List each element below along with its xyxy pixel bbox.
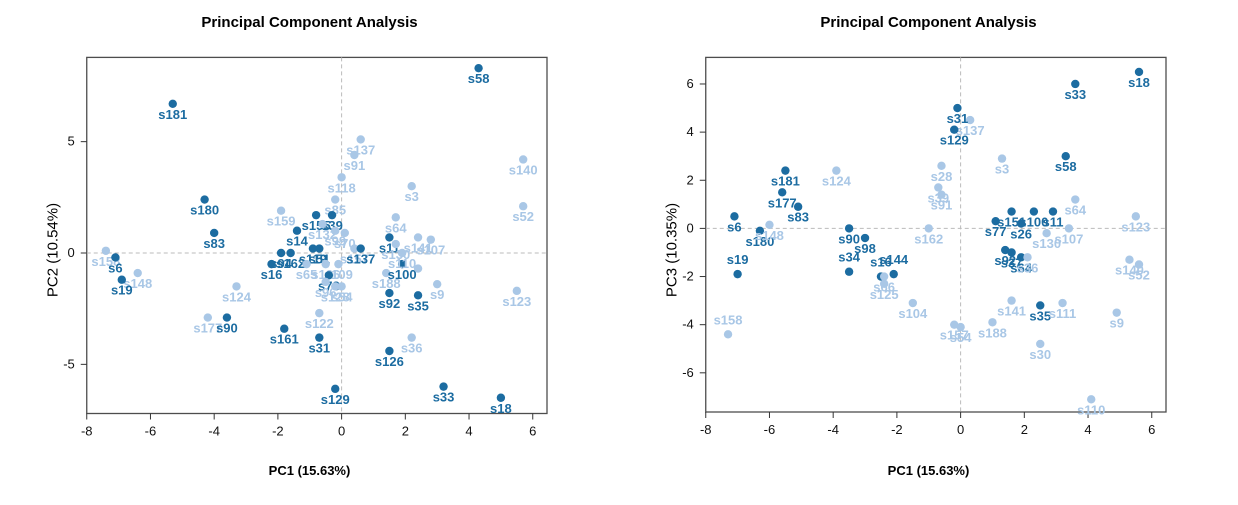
svg-text:6: 6	[529, 424, 536, 439]
svg-text:-6: -6	[145, 424, 157, 439]
svg-text:s18: s18	[1128, 75, 1150, 90]
svg-text:s64: s64	[1064, 203, 1086, 218]
svg-text:s123: s123	[1121, 219, 1150, 234]
svg-text:-2: -2	[272, 424, 284, 439]
svg-text:s181: s181	[771, 174, 800, 189]
svg-text:s9: s9	[1109, 316, 1123, 331]
svg-text:s18: s18	[490, 401, 512, 416]
svg-text:s31: s31	[947, 111, 969, 126]
svg-text:s14: s14	[286, 234, 308, 249]
svg-text:s110: s110	[388, 256, 416, 271]
svg-text:6: 6	[1148, 422, 1155, 437]
svg-text:-2: -2	[891, 422, 903, 437]
svg-text:4: 4	[687, 124, 694, 139]
svg-text:s31: s31	[308, 341, 330, 356]
svg-text:0: 0	[338, 424, 345, 439]
svg-text:s161: s161	[270, 332, 299, 347]
svg-text:s83: s83	[203, 236, 225, 251]
svg-text:s159: s159	[267, 214, 296, 229]
svg-text:2: 2	[687, 172, 694, 187]
svg-text:s144: s144	[879, 252, 909, 267]
svg-text:s36: s36	[1017, 260, 1039, 275]
svg-text:s140: s140	[509, 162, 538, 177]
svg-text:0: 0	[687, 220, 694, 235]
svg-text:s35: s35	[407, 298, 429, 313]
svg-text:s33: s33	[1064, 87, 1086, 102]
svg-text:s58: s58	[1055, 159, 1077, 174]
svg-text:s162: s162	[914, 231, 943, 246]
svg-text:s64: s64	[385, 220, 407, 235]
svg-text:s124: s124	[222, 289, 252, 304]
svg-text:-6: -6	[764, 422, 776, 437]
svg-text:s54: s54	[950, 330, 972, 345]
svg-text:2: 2	[1021, 422, 1028, 437]
svg-text:-4: -4	[208, 424, 220, 439]
svg-text:s129: s129	[321, 392, 350, 407]
svg-text:s52: s52	[1128, 268, 1150, 283]
svg-text:s6: s6	[108, 260, 122, 275]
svg-text:4: 4	[1084, 422, 1091, 437]
svg-text:6: 6	[687, 76, 694, 91]
svg-text:-4: -4	[827, 422, 839, 437]
svg-text:s19: s19	[111, 283, 133, 298]
svg-text:s129: s129	[940, 133, 969, 148]
svg-text:s83: s83	[787, 210, 809, 225]
svg-text:s77: s77	[985, 224, 1007, 239]
svg-text:0: 0	[68, 245, 75, 260]
svg-text:-8: -8	[81, 424, 93, 439]
svg-text:-5: -5	[63, 356, 75, 371]
svg-text:s30: s30	[1029, 347, 1051, 362]
svg-text:s141: s141	[997, 304, 1026, 319]
svg-text:s158: s158	[714, 312, 743, 327]
svg-text:s111: s111	[1049, 306, 1077, 321]
svg-text:s33: s33	[433, 390, 455, 405]
svg-text:s9: s9	[430, 287, 444, 302]
svg-text:s125: s125	[870, 287, 899, 302]
svg-text:s28: s28	[931, 169, 953, 184]
svg-text:s188: s188	[978, 325, 1007, 340]
svg-text:s110: s110	[1077, 402, 1105, 417]
svg-text:s148: s148	[755, 228, 784, 243]
svg-text:s180: s180	[190, 203, 219, 218]
svg-text:s19: s19	[727, 252, 749, 267]
svg-text:s122: s122	[305, 316, 334, 331]
svg-text:s3: s3	[404, 189, 418, 204]
svg-text:-8: -8	[700, 422, 712, 437]
svg-text:s177: s177	[768, 195, 797, 210]
svg-text:s123: s123	[502, 294, 531, 309]
svg-text:s65: s65	[296, 267, 318, 282]
svg-text:-2: -2	[682, 269, 694, 284]
svg-text:s34: s34	[838, 250, 860, 265]
svg-text:s181: s181	[158, 107, 187, 122]
svg-text:s58: s58	[468, 71, 490, 86]
svg-text:s128: s128	[321, 289, 350, 304]
svg-text:s91: s91	[931, 198, 953, 213]
svg-text:-4: -4	[682, 317, 694, 332]
svg-text:s52: s52	[512, 209, 534, 224]
svg-text:s11: s11	[1042, 215, 1063, 230]
svg-text:s26: s26	[1010, 227, 1032, 242]
svg-text:2: 2	[402, 424, 409, 439]
svg-text:4: 4	[465, 424, 472, 439]
svg-text:s124: s124	[822, 174, 852, 189]
svg-text:s16: s16	[261, 267, 283, 282]
svg-text:s6: s6	[727, 219, 741, 234]
svg-text:s92: s92	[379, 296, 401, 311]
svg-text:s3: s3	[995, 162, 1009, 177]
svg-text:s91: s91	[343, 158, 365, 173]
svg-text:s118: s118	[328, 180, 356, 195]
svg-text:s104: s104	[898, 306, 928, 321]
svg-text:s107: s107	[1054, 231, 1083, 246]
svg-text:0: 0	[957, 422, 964, 437]
svg-text:-6: -6	[682, 365, 694, 380]
svg-text:s36: s36	[401, 341, 423, 356]
svg-text:s126: s126	[375, 354, 404, 369]
svg-text:s90: s90	[216, 321, 238, 336]
svg-text:s137: s137	[346, 252, 375, 267]
svg-text:5: 5	[68, 134, 75, 149]
